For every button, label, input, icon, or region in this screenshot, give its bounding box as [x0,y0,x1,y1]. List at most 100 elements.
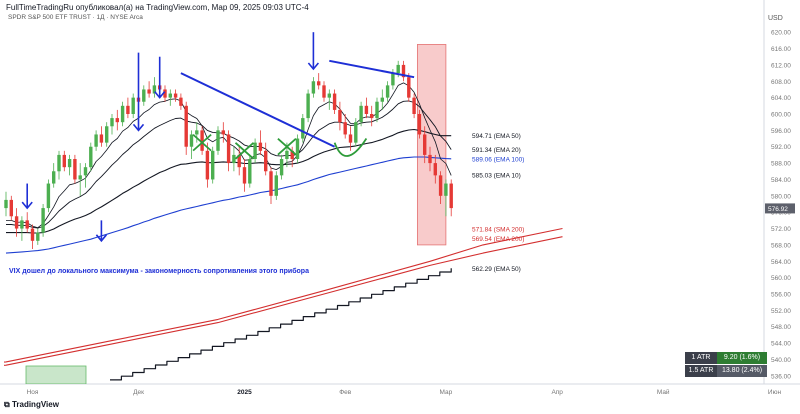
candle-body [269,171,273,196]
candle-body [36,232,40,241]
candle-body [438,175,443,196]
candle-body [380,97,384,102]
candle-body [348,134,353,143]
atr-label-2: 1.5 ATR [685,365,717,377]
candle-body [332,93,337,110]
candle-body [25,220,29,229]
atr-row-1: 1 ATR 9.20 (1.6%) [685,352,767,364]
price-tick-label: 616.00 [771,46,791,53]
candle-body [195,130,199,135]
candle-body [407,77,411,98]
time-tick-label: Фев [339,389,352,396]
tradingview-logo-icon: ⧉ [4,400,12,409]
candle-body [152,85,157,94]
time-tick-label: Апр [551,389,563,396]
price-tick-label: 572.00 [771,226,791,233]
ema-100-line [5,156,452,254]
candle-body [221,130,225,135]
arrow-head-icon [307,62,320,71]
price-axis-currency: USD [768,15,783,22]
candle-body [147,89,151,94]
arrow-head-icon [21,201,33,210]
candle-body [364,105,369,114]
candle-body [142,89,146,102]
current-price-tag [765,203,795,214]
candle-body [126,105,130,114]
price-tick-label: 604.00 [771,95,791,102]
level-label: 585.03 (EMA 10) [472,173,521,180]
candle-body [290,150,294,159]
candle-body [52,171,56,184]
candle-body [295,138,300,159]
candle-body [433,163,437,176]
price-tick-label: 596.00 [771,128,791,135]
candle-body [242,167,247,184]
candle-body [200,130,204,151]
candle-body [375,101,379,119]
price-tick-label: 536.00 [771,373,791,380]
price-tick-label: 560.00 [771,275,791,282]
candle-body [412,97,416,114]
instrument-label: SPDR S&P 500 ETF TRUST · 1Д · NYSE Arca [8,14,143,21]
price-tick-label: 548.00 [771,324,791,331]
candle-body [14,216,19,229]
time-tick-label: Дек [133,389,144,396]
candle-body [179,97,183,106]
arrow-head-icon [95,234,108,243]
atr-label-1: 1 ATR [685,352,717,364]
candle-body [317,81,321,86]
candle-body [306,93,310,119]
candle-body [401,64,406,78]
candle-body [444,183,448,196]
candle-body [89,146,93,168]
candle-body [343,122,347,135]
candle-body [163,89,167,98]
candle-body [248,159,252,184]
candle-body [105,126,109,143]
tradingview-logo: ⧉ TradingView [4,400,59,410]
candle-body [311,81,316,94]
chart-publish-header: FullTimeTradingRu опубликовал(а) на Trad… [6,3,309,12]
price-tick-label: 540.00 [771,357,791,364]
candle-body [4,199,8,209]
price-tick-label: 592.00 [771,144,791,151]
arrow-head-icon [132,123,145,132]
price-tick-label: 588.00 [771,161,791,168]
highlight-zone [416,44,447,246]
candle-body [385,85,390,98]
price-tick-label: 564.00 [771,259,791,266]
candle-body [83,167,88,176]
candle-body [301,118,305,139]
time-tick-label: Май [657,388,670,396]
candle-body [73,159,77,180]
candle-body [237,154,241,168]
candle-body [62,154,66,168]
atr-row-2: 1.5 ATR 13.80 (2.4%) [685,365,767,377]
candle-body [184,105,188,147]
candle-body [258,142,263,151]
trendline-2 [329,59,415,79]
candle-body [30,228,35,241]
price-tick-label: 556.00 [771,292,791,299]
ema-50-staircase-line [110,268,452,381]
current-price-label: 576.92 [768,206,788,213]
candle-body [322,85,326,98]
candle-body [41,208,45,233]
level-label: 594.71 (EMA 50) [472,133,521,140]
price-tick-label: 600.00 [771,112,791,119]
candle-body [20,220,24,229]
candle-body [189,134,194,147]
candle-body [120,105,125,123]
candle-body [57,154,61,172]
time-tick-label: 2025 [237,389,252,396]
candle-body [78,175,82,180]
sma-200-line [4,236,563,366]
atr-value-1: 9.20 (1.6%) [717,352,767,364]
candle-body [115,118,119,123]
level-label: 569.54 (EMA 200) [472,236,524,243]
level-label: 591.34 (EMA 20) [472,147,521,154]
price-tick-label: 612.00 [771,62,791,69]
plot-area [4,32,563,384]
atr-panel: 1 ATR 9.20 (1.6%) 1.5 ATR 13.80 (2.4%) [685,352,767,378]
